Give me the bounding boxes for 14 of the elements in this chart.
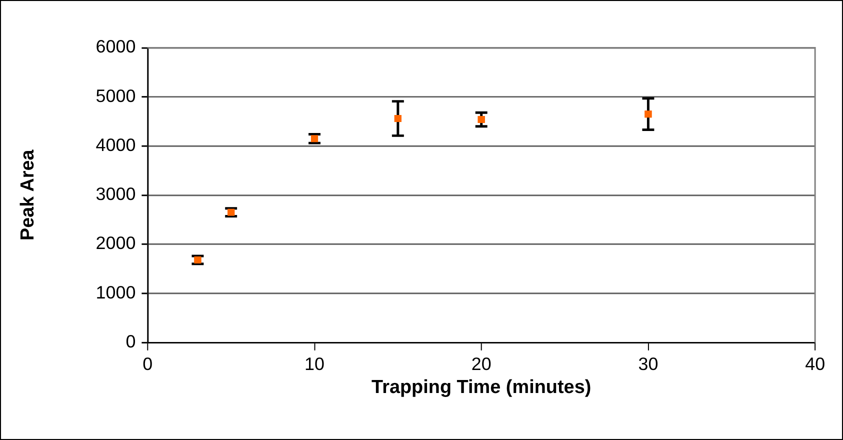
x-axis-title: Trapping Time (minutes) bbox=[372, 377, 592, 398]
x-tick-label: 30 bbox=[638, 354, 658, 374]
x-tick-label: 10 bbox=[304, 354, 325, 374]
x-tick-label: 20 bbox=[471, 354, 492, 374]
x-tick-label: 0 bbox=[142, 354, 153, 374]
y-tick-label: 0 bbox=[126, 331, 136, 352]
y-tick-label: 1000 bbox=[96, 282, 136, 302]
y-tick-label: 5000 bbox=[96, 86, 136, 106]
y-tick-label: 3000 bbox=[96, 184, 136, 204]
x-tick-label: 40 bbox=[805, 354, 826, 374]
y-tick-label: 4000 bbox=[96, 134, 136, 155]
y-axis-title: Peak Area bbox=[18, 149, 39, 240]
y-tick-label: 2000 bbox=[96, 233, 136, 254]
y-tick-label: 6000 bbox=[96, 36, 136, 57]
